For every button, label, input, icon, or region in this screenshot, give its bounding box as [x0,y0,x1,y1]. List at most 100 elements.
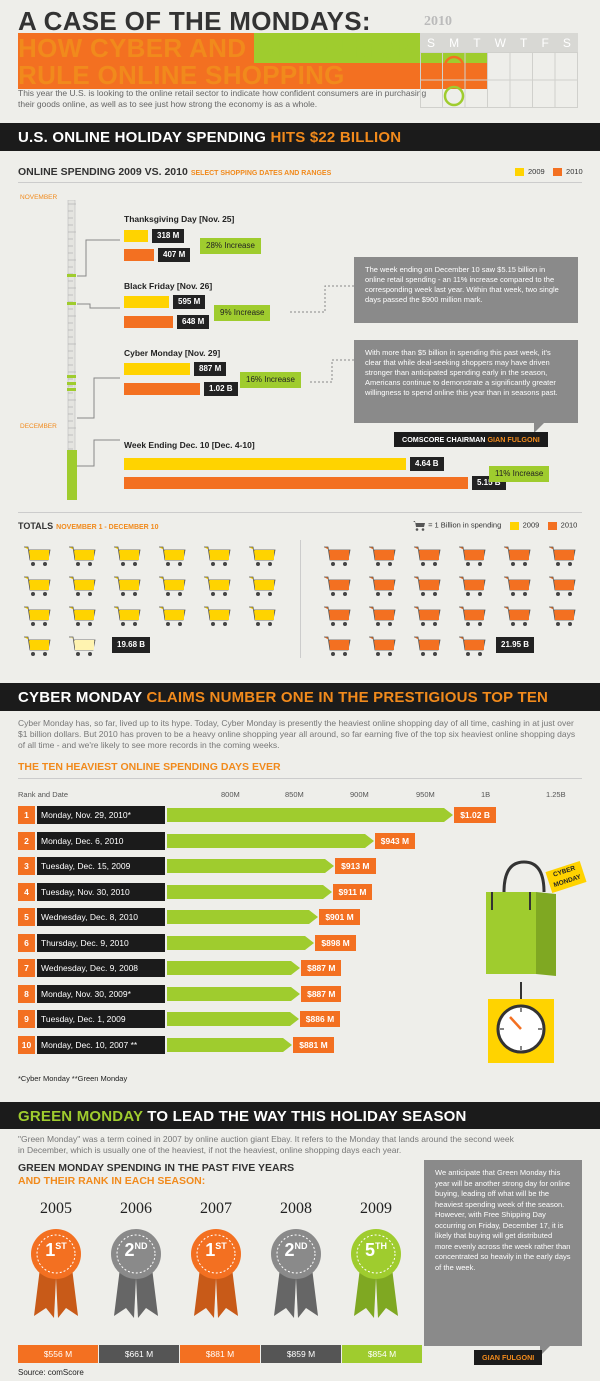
gm-year: 2005 [40,1200,72,1217]
spending-subtitle: SELECT SHOPPING DATES AND RANGES [190,170,332,177]
gm-rank: 5TH [350,1240,402,1261]
gm-rank-suffix: ST [215,1241,227,1251]
rank-number: 8 [18,984,35,1003]
value-2009-thanksgiving: 318 M [152,229,185,243]
intro-text: This year the U.S. is looking to the onl… [18,88,427,109]
rank-date: Wednesday, Dec. 9, 2008 [37,959,165,977]
bar-2010-week [124,477,468,489]
gm-subtitle: GREEN MONDAY SPENDING IN THE PAST FIVE Y… [18,1162,294,1188]
rank-bar [167,961,301,975]
bar-2010-thanksgiving [124,249,154,261]
calendar-grid [420,52,578,108]
rank-bar [167,935,315,950]
quote-title: COMSCORE CHAIRMAN [402,435,488,444]
info-box-week: The week ending on December 10 saw $5.15… [354,257,578,323]
section3-title-b: TO LEAD THE WAY THIS HOLIDAY SEASON [147,1108,467,1125]
title-line-2a: HOW CYBER AND [18,33,254,63]
top-ten-title: THE TEN HEAVIEST ONLINE SPENDING DAYS EV… [18,761,281,773]
rank-date: Tuesday, Nov. 30, 2010 [37,882,165,901]
cart-icon [22,634,52,658]
calendar-day-6: S [562,36,571,50]
box-connectors [290,285,354,383]
increase-cybermonday: 16% Increase [240,372,301,388]
gm-rank: 2ND [270,1240,322,1261]
info-box-quote: With more than $5 billion in spending th… [354,340,578,423]
calendar-day-0: S [427,36,436,50]
cart-icon [247,574,277,598]
cart-icon [67,604,97,628]
increase-blackfriday: 9% Increase [214,305,271,321]
bar-2010-blackfriday [124,316,173,328]
chairman-quote-label: COMSCORE CHAIRMAN GIAN FULGONI [394,432,548,447]
bar-2009-week [124,458,406,470]
gm-value: $859 M [261,1345,341,1363]
cart-icon [157,544,187,568]
ranking-row: 7 Wednesday, Dec. 9, 2008 $887 M [18,959,582,977]
section3-text: "Green Monday" was a term coined in 2007… [18,1134,514,1155]
totals-title-text: TOTALS [18,521,54,531]
calendar-day-1: M [449,36,460,50]
rank-bar [167,833,374,848]
rank-date: Tuesday, Dec. 1, 2009 [37,1010,165,1028]
cart-icon [67,544,97,568]
event-name-blackfriday: Black Friday [Nov. 26] [124,281,213,291]
bar-2010-cybermonday [124,383,200,395]
rank-number: 4 [18,882,35,901]
rank-number: 10 [18,1035,35,1054]
cart-icon [367,604,397,628]
value-2010-blackfriday: 648 M [177,315,210,329]
rank-number: 2 [18,831,35,850]
gm-rank-number: 5 [364,1240,375,1260]
rank-bar [167,1012,299,1026]
section2-title-a: CYBER MONDAY [18,689,147,706]
cart-icon [247,544,277,568]
cart-icon [547,604,577,628]
cart-icon [367,574,397,598]
calendar-day-4: T [520,36,528,50]
calendar-day-5: F [541,36,549,50]
section2-title-b: CLAIMS NUMBER ONE IN THE PRESTIGIOUS TOP… [146,689,549,706]
gm-subtitle-2: AND THEIR RANK IN EACH SEASON: [18,1175,206,1187]
rank-value: $898 M [315,934,356,951]
cart-icon [367,544,397,568]
ranking-row: 6 Thursday, Dec. 9, 2010 $898 M [18,933,582,952]
rank-bar [167,910,319,924]
ranking-row: 10 Monday, Dec. 10, 2007 ** $881 M [18,1035,582,1054]
cart-icon [322,574,352,598]
rank-number: 5 [18,908,35,926]
gm-rank-suffix: ST [55,1241,67,1251]
rank-bar [167,986,301,1001]
rank-ribbon-medal [270,1228,322,1323]
rank-value: $943 M [374,832,416,849]
rank-date: Monday, Dec. 10, 2007 ** [37,1035,165,1054]
cart-icon [322,634,352,658]
rank-value: $911 M [332,883,373,900]
ranking-row: 3 Tuesday, Dec. 15, 2009 $913 M [18,857,582,875]
cart-icon [457,544,487,568]
section1-band: U.S. ONLINE HOLIDAY SPENDING HITS $22 BI… [0,123,600,151]
spending-title-text: ONLINE SPENDING 2009 VS. 2010 [18,166,188,178]
cart-icon [157,604,187,628]
spending-title: ONLINE SPENDING 2009 VS. 2010 SELECT SHOP… [18,166,331,178]
gm-rank-suffix: TH [375,1241,387,1251]
tick-label: 1.25B [546,790,566,799]
rank-number: 3 [18,857,35,875]
rank-bar [167,884,332,899]
rank-date: Monday, Nov. 29, 2010* [37,806,165,824]
totals-legend: = 1 Billion in spending 2009 2010 [412,520,577,531]
section1-title-a: U.S. ONLINE HOLIDAY SPENDING [18,129,271,146]
rank-date: Monday, Nov. 30, 2009* [37,984,165,1003]
total-2009: 19.68 B [112,637,151,653]
tick-label: 950M [416,790,435,799]
rank-date: Thursday, Dec. 9, 2010 [37,933,165,952]
cart-icon [367,634,397,658]
rank-number: 7 [18,959,35,977]
gm-value: $556 M [18,1345,98,1363]
rank-value: $913 M [335,858,376,874]
timeline-ruler [67,200,77,500]
value-2010-cybermonday: 1.02 B [204,382,238,396]
value-2009-cybermonday: 887 M [194,362,227,376]
cart-icon [112,604,142,628]
legend-2010: 2010 [566,167,583,176]
